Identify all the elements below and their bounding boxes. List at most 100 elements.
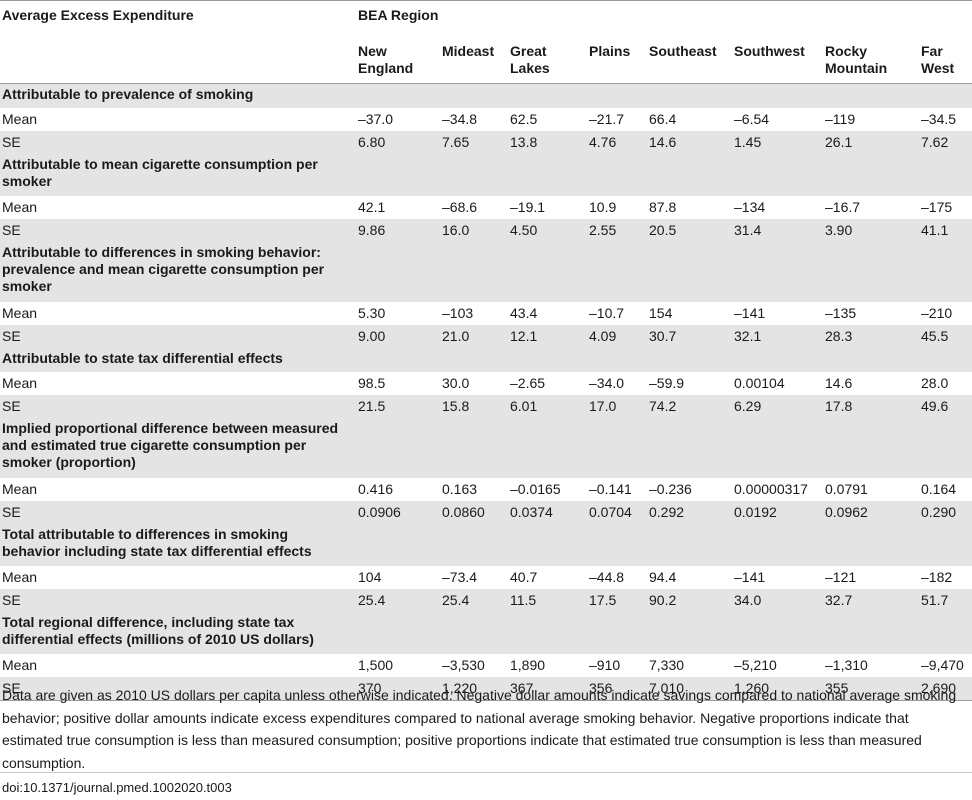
value-cell: –5,210 [734,657,777,673]
value-cell: 4.76 [587,131,647,154]
value-cell: 0.0906 [356,501,440,524]
region-header: Far West [921,43,955,76]
value-cell: –0.141 [589,481,632,497]
value-cell: 17.8 [823,395,919,418]
value-cell: 0.00000317 [734,481,808,497]
section-title: Total attributable to differences in smo… [2,526,312,559]
value-cell: 49.6 [919,395,972,418]
section-header-row: Implied proportional difference between … [0,418,972,478]
mean-label: Mean [2,111,38,127]
section-title: Total regional difference, including sta… [2,614,314,647]
section-header-row: Attributable to state tax differential e… [0,348,972,372]
value-cell: –135 [825,305,857,321]
se-label: SE [0,219,356,242]
value-cell: –19.1 [510,199,546,215]
value-cell: 0.290 [919,501,972,524]
value-cell: 45.5 [919,325,972,348]
doi-label: doi:10.1371/journal.pmed.1002020.t003 [2,780,232,795]
value-cell: 3.90 [823,219,919,242]
mean-row: Mean 42.1 –68.6 –19.1 10.9 87.8 –134 –16.7 –175 [0,196,972,219]
region-header: Rocky Mountain [825,43,888,76]
value-cell: –37.0 [358,111,394,127]
value-cell: –210 [921,305,953,321]
value-cell: 20.5 [647,219,732,242]
se-row: SE 370 1,220 367 356 7,010 1,260 355 2,690 [0,677,972,701]
value-cell: 66.4 [649,111,677,127]
value-cell: 51.7 [919,589,972,612]
value-cell: –34.8 [442,111,478,127]
value-cell: 17.0 [587,395,647,418]
section-header-row: Attributable to prevalence of smoking [0,83,972,108]
value-cell: 74.2 [647,395,732,418]
value-cell: –182 [921,569,953,585]
value-cell: 17.5 [587,589,647,612]
value-cell: 1,890 [510,657,546,673]
value-cell: 41.1 [919,219,972,242]
value-cell: 1.45 [732,131,823,154]
mean-row: Mean 98.5 30.0 –2.65 –34.0 –59.9 0.00104 14.6 28… [0,372,972,395]
region-header: Mideast [442,43,495,59]
value-cell: –34.5 [921,111,957,127]
value-cell: 7.65 [440,131,508,154]
value-cell: 104 [358,569,382,585]
value-cell: 15.8 [440,395,508,418]
expenditure-table: Average Excess Expenditure BEA Region Ne… [0,0,972,701]
value-cell: 25.4 [440,589,508,612]
mean-row: Mean –37.0 –34.8 62.5 –21.7 66.4 –6.54 –119 –34.… [0,108,972,131]
value-cell: 0.0791 [825,481,868,497]
value-cell: 40.7 [510,569,538,585]
value-cell: 14.6 [647,131,732,154]
se-row: SE 0.0906 0.0860 0.0374 0.0704 0.292 0.0192 0.0… [0,501,972,524]
value-cell: 10.9 [589,199,617,215]
value-cell: 154 [649,305,673,321]
value-cell: 32.1 [732,325,823,348]
value-cell: –910 [589,657,621,673]
value-cell: –141 [734,569,766,585]
value-cell: 0.0860 [440,501,508,524]
section-header-row: Attributable to mean cigarette consumpti… [0,154,972,196]
se-row: SE 6.80 7.65 13.8 4.76 14.6 1.45 26.1 7.62 [0,131,972,154]
value-cell: –44.8 [589,569,625,585]
value-cell: –73.4 [442,569,478,585]
value-cell: 0.0704 [587,501,647,524]
se-row: SE 21.5 15.8 6.01 17.0 74.2 6.29 17.8 49.6 [0,395,972,418]
mean-row: Mean 0.416 0.163 –0.0165 –0.141 –0.236 0.00000… [0,478,972,501]
value-cell: –16.7 [825,199,861,215]
region-header: Great Lakes [510,43,550,76]
bea-region-header: BEA Region [356,0,972,37]
table-body: Attributable to prevalence of smoking Mea… [0,83,972,701]
mean-label: Mean [2,199,38,215]
value-cell: 2.55 [587,219,647,242]
region-header: Plains [589,43,631,59]
value-cell: –119 [825,111,856,127]
value-cell: 6.01 [508,395,587,418]
value-cell: 1,500 [358,657,394,673]
value-cell: 4.09 [587,325,647,348]
value-cell: 14.6 [825,375,853,391]
value-cell: 0.00104 [734,375,785,391]
section-header-row: Total regional difference, including sta… [0,612,972,654]
value-cell: 6.80 [356,131,440,154]
value-cell: 21.5 [356,395,440,418]
se-row: SE 25.4 25.4 11.5 17.5 90.2 34.0 32.7 51.7 [0,589,972,612]
value-cell: –3,530 [442,657,485,673]
value-cell: –21.7 [589,111,625,127]
value-cell: 31.4 [732,219,823,242]
value-cell: 0.292 [647,501,732,524]
value-cell: –34.0 [589,375,625,391]
mean-label: Mean [2,481,38,497]
se-row: SE 9.86 16.0 4.50 2.55 20.5 31.4 3.90 41.1 [0,219,972,242]
value-cell: 0.163 [442,481,478,497]
value-cell: –103 [442,305,474,321]
value-cell: –9,470 [921,657,964,673]
value-cell: 355 [823,677,919,701]
section-header-row: Total attributable to differences in smo… [0,524,972,566]
mean-row: Mean 1,500 –3,530 1,890 –910 7,330 –5,210 –1,31… [0,654,972,677]
value-cell: 90.2 [647,589,732,612]
region-header: Southeast [649,43,717,59]
value-cell: 13.8 [508,131,587,154]
value-cell: 367 [508,677,587,701]
se-label: SE [0,131,356,154]
empty-header-cell [0,37,356,84]
